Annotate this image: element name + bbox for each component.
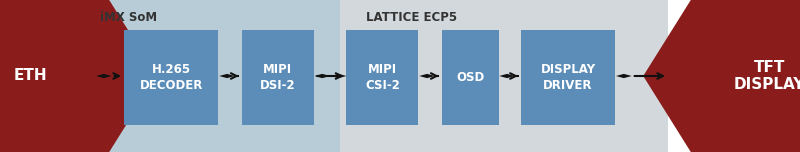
Polygon shape <box>96 74 112 78</box>
Bar <box>242 30 314 125</box>
Bar <box>521 30 615 125</box>
Polygon shape <box>314 74 330 78</box>
Text: iMX SoM: iMX SoM <box>100 11 157 24</box>
Bar <box>346 30 418 125</box>
Bar <box>68 0 340 152</box>
Text: DISPLAY
DRIVER: DISPLAY DRIVER <box>541 63 595 92</box>
Text: LATTICE ECP5: LATTICE ECP5 <box>366 11 458 24</box>
Text: TFT
DISPLAY: TFT DISPLAY <box>734 60 800 92</box>
Polygon shape <box>419 74 435 78</box>
Text: MIPI
DSI-2: MIPI DSI-2 <box>260 63 295 92</box>
Polygon shape <box>616 74 632 78</box>
Text: MIPI
CSI-2: MIPI CSI-2 <box>365 63 400 92</box>
Polygon shape <box>0 0 157 152</box>
Bar <box>442 30 499 125</box>
Bar <box>124 30 218 125</box>
Polygon shape <box>219 74 235 78</box>
Polygon shape <box>643 0 800 152</box>
Polygon shape <box>330 74 346 78</box>
Polygon shape <box>499 74 515 78</box>
Text: OSD: OSD <box>456 71 485 84</box>
Bar <box>340 0 668 152</box>
Text: ETH: ETH <box>14 69 47 83</box>
Text: H.265
DECODER: H.265 DECODER <box>139 63 203 92</box>
